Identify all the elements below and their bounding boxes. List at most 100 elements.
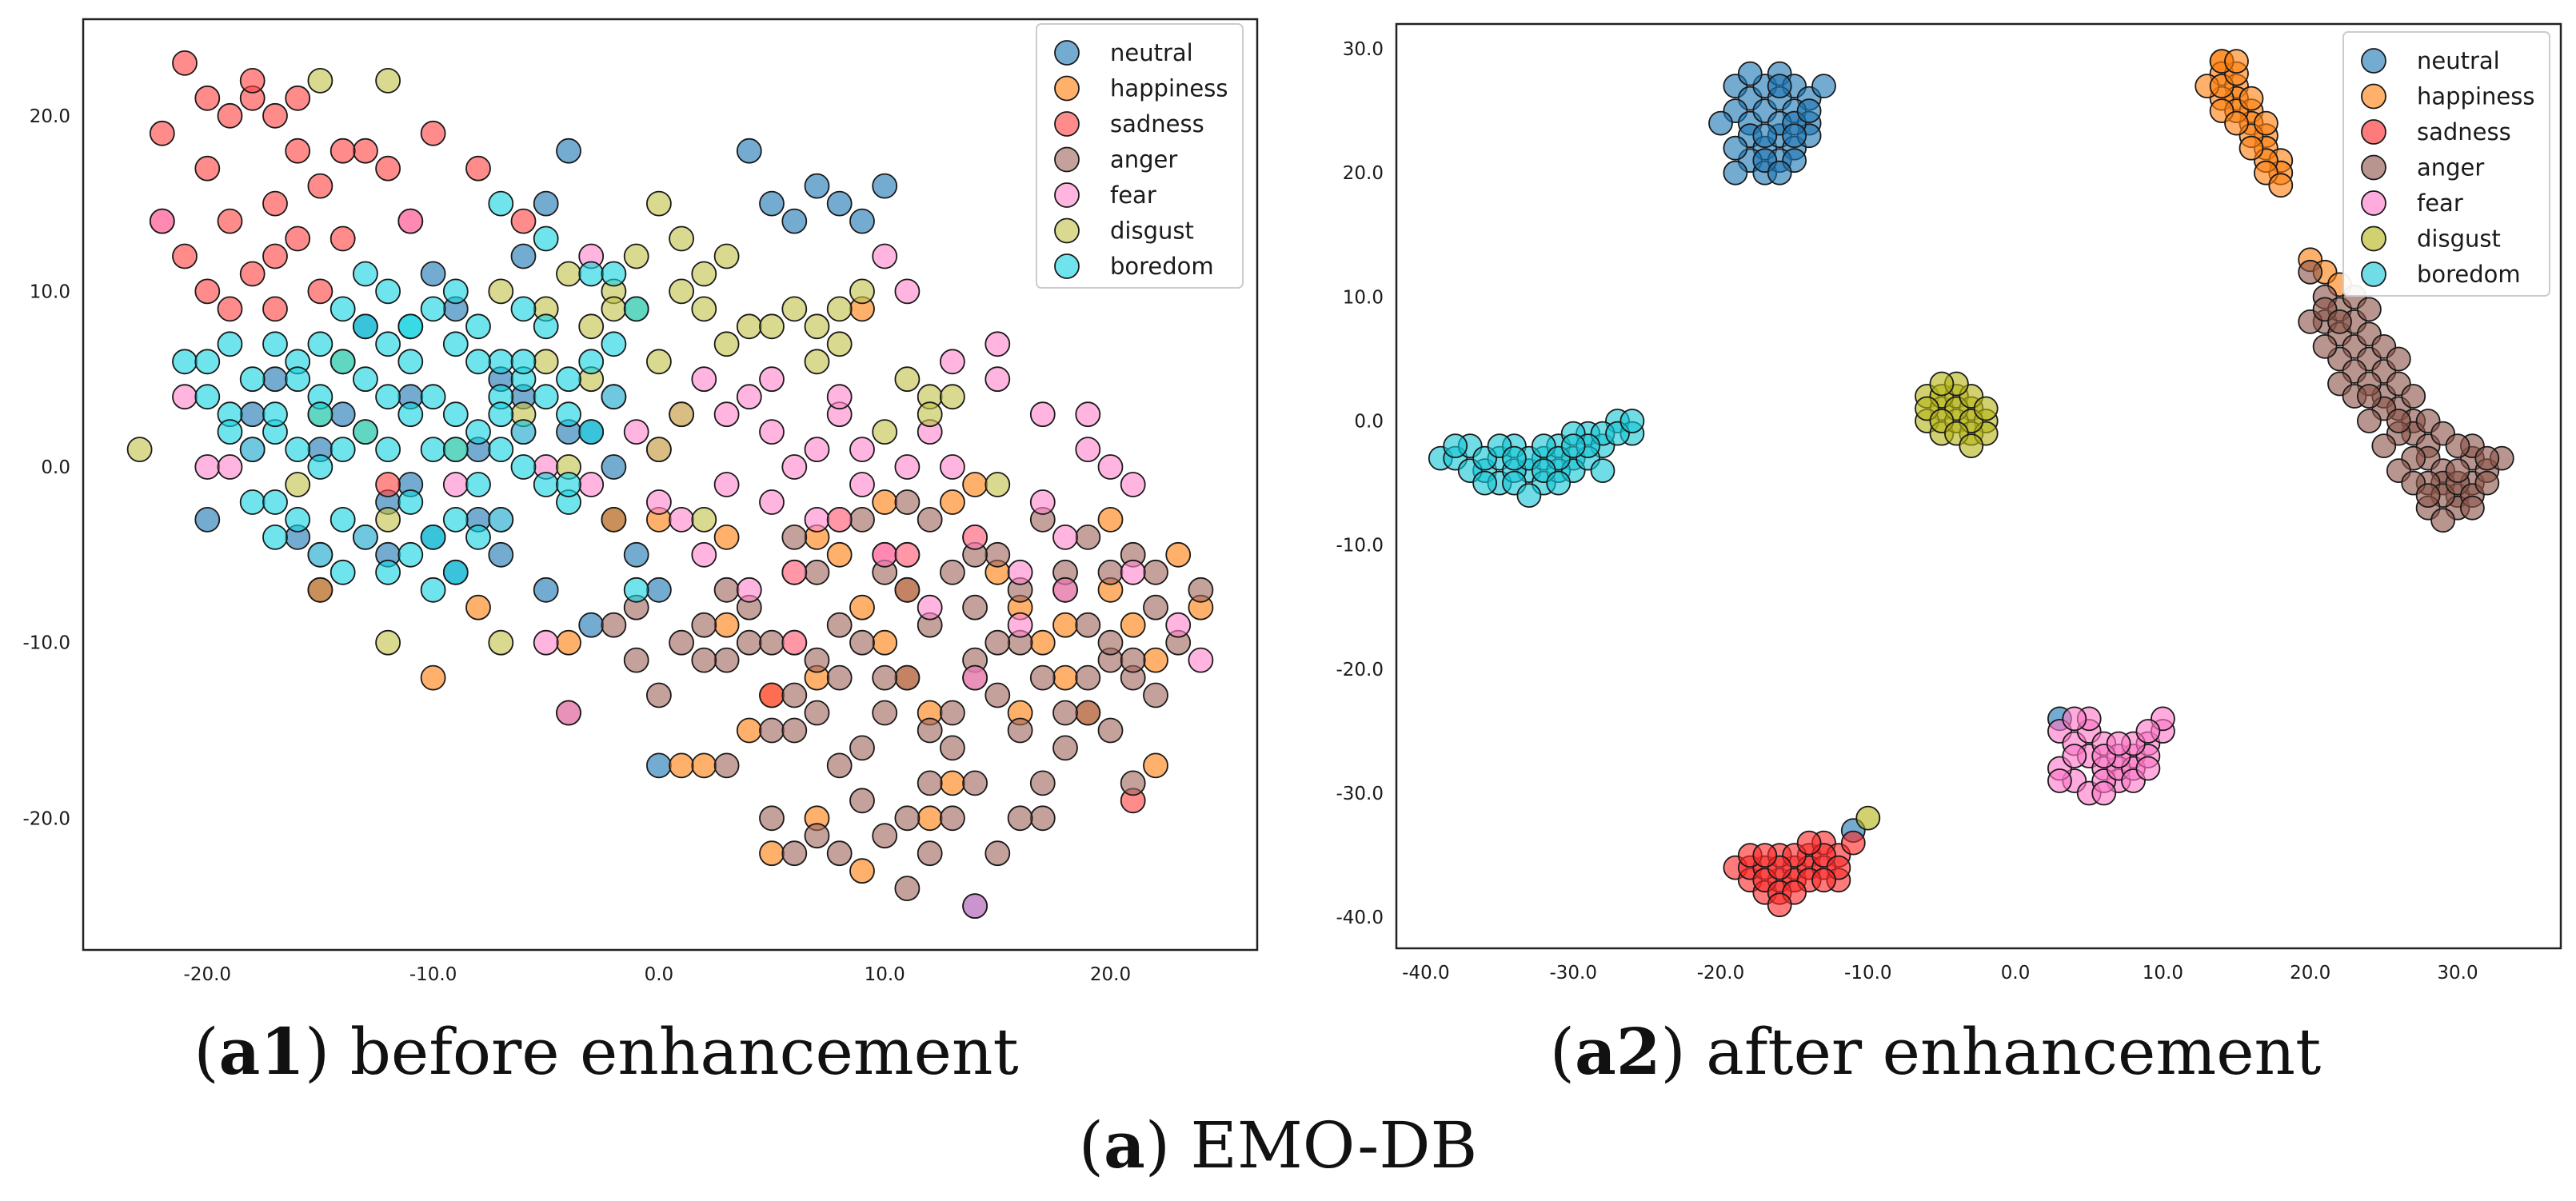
point-boredom xyxy=(307,541,333,568)
point-boredom xyxy=(1516,483,1542,508)
point-neutral xyxy=(329,401,356,428)
point-fear xyxy=(940,454,965,480)
point-boredom xyxy=(329,349,356,375)
point-happiness xyxy=(1143,647,1168,673)
point-anger xyxy=(2327,309,2352,334)
point-fear xyxy=(172,384,198,410)
point-anger xyxy=(623,647,649,673)
point-anger xyxy=(1029,770,1056,796)
point-anger xyxy=(1007,805,1033,832)
point-disgust xyxy=(556,261,581,287)
point-happiness xyxy=(849,858,875,884)
point-anger xyxy=(962,594,988,620)
point-fear xyxy=(984,331,1011,357)
point-boredom xyxy=(375,559,401,585)
point-disgust xyxy=(713,243,740,269)
point-sadness xyxy=(285,138,311,164)
point-happiness xyxy=(1143,752,1168,779)
point-anger xyxy=(894,805,921,832)
point-anger xyxy=(826,752,853,779)
y-tick-label: 30.0 xyxy=(1343,39,1384,60)
legend-label-happiness: happiness xyxy=(2417,83,2534,110)
point-boredom xyxy=(329,437,356,462)
point-sadness xyxy=(307,173,333,199)
point-boredom xyxy=(1472,470,1497,496)
point-sadness xyxy=(285,85,311,111)
point-anger xyxy=(691,647,717,673)
point-happiness xyxy=(917,805,943,832)
point-sadness xyxy=(194,155,221,182)
point-anger xyxy=(601,612,627,638)
point-boredom xyxy=(533,225,559,252)
point-neutral xyxy=(1723,135,1748,161)
legend-marker-neutral xyxy=(1054,40,1080,66)
point-disgust xyxy=(623,243,649,269)
point-fear xyxy=(2135,719,2161,744)
point-anger xyxy=(1052,700,1078,726)
panel-title-a2: after enhancement xyxy=(1706,1015,2321,1089)
point-boredom xyxy=(556,366,581,393)
point-anger xyxy=(1052,735,1078,761)
point-fear xyxy=(849,472,875,497)
point-boredom xyxy=(420,296,446,322)
point-happiness xyxy=(465,594,491,620)
point-anger xyxy=(849,629,875,656)
point-neutral xyxy=(488,541,514,568)
point-neutral xyxy=(736,138,762,164)
panel-title-a1: before enhancement xyxy=(350,1015,1019,1089)
point-disgust xyxy=(894,366,921,393)
point-neutral xyxy=(1752,123,1778,149)
point-boredom xyxy=(442,401,469,428)
point-sadness xyxy=(194,85,221,111)
point-fear xyxy=(1052,577,1078,603)
point-anger xyxy=(872,700,898,726)
point-boredom xyxy=(352,525,378,550)
point-boredom xyxy=(307,401,333,428)
point-sadness xyxy=(375,155,401,182)
point-boredom xyxy=(510,349,537,375)
point-boredom xyxy=(533,313,559,340)
point-happiness xyxy=(849,594,875,620)
point-fear xyxy=(1120,559,1146,585)
point-neutral xyxy=(578,612,605,638)
point-anger xyxy=(1097,629,1124,656)
point-sadness xyxy=(172,50,198,76)
point-happiness xyxy=(1052,612,1078,638)
point-disgust xyxy=(826,331,853,357)
point-neutral xyxy=(1723,160,1748,186)
point-anger xyxy=(2474,445,2500,471)
x-tick-label: 30.0 xyxy=(2437,963,2478,984)
point-fear xyxy=(962,664,988,691)
scatter-points-a1 xyxy=(126,50,1214,919)
point-fear xyxy=(149,208,175,234)
point-boredom xyxy=(420,577,446,603)
point-boredom xyxy=(375,384,401,410)
panel-caption-a2: (a2) after enhancement xyxy=(1550,1014,2321,1089)
point-anger xyxy=(984,541,1011,568)
point-boredom xyxy=(442,559,469,585)
point-disgust xyxy=(646,190,672,217)
point-fear xyxy=(1165,612,1192,638)
point-boredom xyxy=(623,577,649,603)
point-anger xyxy=(713,647,740,673)
figure-caption-text: EMO-DB xyxy=(1190,1108,1477,1183)
point-sadness xyxy=(172,243,198,269)
point-boredom xyxy=(352,261,378,287)
point-disgust xyxy=(691,296,717,322)
point-fear xyxy=(781,629,808,656)
point-fear xyxy=(669,507,694,533)
panel-caption-a1: (a1) before enhancement xyxy=(194,1014,1018,1089)
panel-label-a1: a1 xyxy=(219,1014,306,1089)
point-fear xyxy=(646,489,672,515)
point-boredom xyxy=(1619,409,1645,433)
point-boredom xyxy=(194,349,221,375)
point-anger xyxy=(781,717,808,744)
x-tick-label: -10.0 xyxy=(1844,963,1892,984)
point-anger xyxy=(1120,770,1146,796)
point-fear xyxy=(984,366,1011,393)
point-fear xyxy=(962,525,988,550)
point-sadness xyxy=(262,243,288,269)
legend-label-sadness: sadness xyxy=(2417,118,2511,146)
point-sadness xyxy=(149,120,175,146)
point-happiness xyxy=(759,840,785,867)
